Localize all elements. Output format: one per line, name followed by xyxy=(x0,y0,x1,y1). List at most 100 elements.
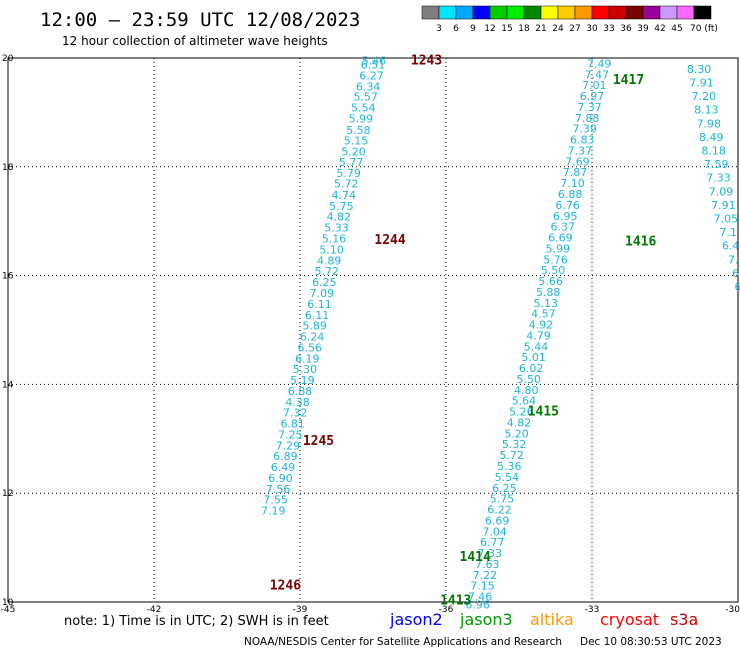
colorbar-swatch xyxy=(574,5,593,20)
colorbar-swatch xyxy=(540,5,559,20)
swh-value: 7.09 xyxy=(310,287,335,300)
satellite-altika: altika xyxy=(530,610,574,629)
track-c: 8.307.917.208.137.988.498.187.597.337.09… xyxy=(687,63,740,294)
swh-value: 5.58 xyxy=(346,124,371,137)
swh-value: 6.90 xyxy=(268,472,293,485)
colorbar-label: 27 xyxy=(569,24,580,34)
colorbar-label: 39 xyxy=(637,24,649,34)
colorbar-label: 12 xyxy=(484,24,495,34)
colorbar-swatch xyxy=(472,5,491,20)
swh-tracks: 5.466.516.276.345.575.545.995.585.155.20… xyxy=(261,55,740,612)
swh-value: 6.34 xyxy=(356,80,381,93)
swh-value: 4.80 xyxy=(514,384,539,397)
swh-value: 8.49 xyxy=(699,131,724,144)
x-tick-label: -30 xyxy=(725,605,740,615)
swh-value: 5.66 xyxy=(538,275,563,288)
swh-value: 6.97 xyxy=(580,90,605,103)
swh-value: 5.46 xyxy=(362,55,387,68)
pass-label: 1415 xyxy=(528,405,559,420)
colorbar-label: 45 xyxy=(671,24,682,34)
swh-value: 6.88 xyxy=(558,188,583,201)
swh-value: 5.16 xyxy=(322,233,347,246)
swh-value: 5.79 xyxy=(336,167,361,180)
swh-value: 5.76 xyxy=(543,253,568,266)
swh-value: 7.98 xyxy=(697,117,722,130)
swh-value: 6 xyxy=(732,267,739,280)
swh-value: 6.95 xyxy=(553,210,578,223)
swh-value: 5.50 xyxy=(541,264,566,277)
colorbar-label: 70 (ft) xyxy=(690,24,718,34)
swh-value: 5.44 xyxy=(524,340,549,353)
swh-value: 5.30 xyxy=(293,363,318,376)
colorbar-swatch xyxy=(676,5,695,20)
swh-value: 6.02 xyxy=(519,362,544,375)
swh-value: 5.20 xyxy=(341,146,366,159)
swh-value: 5.36 xyxy=(497,460,522,473)
footer-note: note: 1) Time is in UTC; 2) SWH is in fe… xyxy=(64,614,329,629)
swh-value: 6.49 xyxy=(271,461,296,474)
swh-value: 5.89 xyxy=(302,320,327,333)
swh-value: 5.99 xyxy=(349,112,374,125)
colorbar-swatch xyxy=(642,5,661,20)
swh-value: 4.89 xyxy=(317,254,342,267)
y-tick-label: 16 xyxy=(2,272,14,282)
swh-value: 5.15 xyxy=(344,135,369,148)
colorbar-label: 36 xyxy=(620,24,632,34)
swh-value: 8.13 xyxy=(694,104,719,117)
swh-value: 7.46 xyxy=(468,591,493,604)
swh-value: 7.49 xyxy=(587,57,612,70)
swh-value: 5.10 xyxy=(319,243,344,256)
swh-value: 5.19 xyxy=(290,374,315,387)
y-tick-label: 20 xyxy=(2,54,14,64)
swh-value: 6.69 xyxy=(548,232,573,245)
swh-value: 5.88 xyxy=(536,286,561,299)
swh-value: 7.33 xyxy=(478,547,503,560)
swh-value: 6.27 xyxy=(359,69,384,82)
footer-credit: NOAA/NESDIS Center for Satellite Applica… xyxy=(244,636,562,648)
swh-value: 6.19 xyxy=(295,352,320,365)
y-tick-label: 18 xyxy=(2,163,14,173)
swh-value: 6.89 xyxy=(273,450,298,463)
x-tick-label: -42 xyxy=(147,605,162,615)
swh-value: 7.32 xyxy=(283,407,308,420)
colorbar-swatch xyxy=(421,5,440,20)
colorbar-label: 21 xyxy=(535,24,546,34)
plot-frame xyxy=(7,57,739,603)
swh-value: 6.25 xyxy=(492,482,517,495)
pass-label: 1245 xyxy=(303,434,334,449)
colorbar-swatch xyxy=(489,5,508,20)
swh-value: 6.69 xyxy=(485,514,510,527)
swh-value: 7.29 xyxy=(276,439,301,452)
swh-value: 7.15 xyxy=(470,580,495,593)
satellite-jason3: jason3 xyxy=(459,610,513,629)
colorbar-swatch xyxy=(506,5,525,20)
swh-value: 6.77 xyxy=(480,536,505,549)
satellite-s3a: s3a xyxy=(670,610,698,629)
satellite-jason2: jason2 xyxy=(389,610,443,629)
swh-value: 7.63 xyxy=(475,558,500,571)
pass-label: 1244 xyxy=(374,233,405,248)
swh-value: 5.33 xyxy=(324,222,349,235)
swh-value: 7.91 xyxy=(711,199,736,212)
swh-value: 7. xyxy=(728,253,739,266)
swh-value: 5.75 xyxy=(490,493,515,506)
swh-value: 5.77 xyxy=(339,156,364,169)
swh-value: 8.18 xyxy=(701,144,726,157)
colorbar-label: 3 xyxy=(436,24,442,34)
swh-value: 5.72 xyxy=(334,178,359,191)
swh-value: 7.22 xyxy=(473,569,498,582)
swh-value: 4.92 xyxy=(529,319,554,332)
swh-value: 7.01 xyxy=(582,79,607,92)
y-axis-ticks: 10 12 14 16 18 20 xyxy=(2,54,14,608)
swh-value: 5.54 xyxy=(495,471,520,484)
swh-value: 5.32 xyxy=(502,438,527,451)
swh-value: 6.88 xyxy=(288,385,313,398)
track-a: 5.466.516.276.345.575.545.995.585.155.20… xyxy=(261,55,386,518)
colorbar-label: 24 xyxy=(552,24,564,34)
pass-label: 1417 xyxy=(613,73,644,88)
swh-value: 5.54 xyxy=(351,102,376,115)
pass-labels: 1243 1244 1245 1246 1413 1414 1415 1416 1417 xyxy=(270,54,657,609)
pass-label: 1416 xyxy=(625,234,656,249)
colorbar-label: 30 xyxy=(586,24,598,34)
